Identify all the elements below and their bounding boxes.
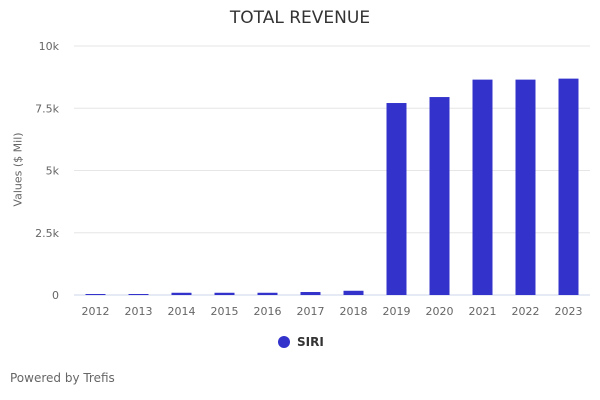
bar-2023 [558,78,579,295]
x-tick-label: 2019 [383,305,411,318]
y-tick-label: 5k [46,165,60,178]
x-tick-label: 2022 [512,305,540,318]
bar-2018 [343,290,364,295]
x-tick-label: 2017 [297,305,325,318]
bar-2021 [472,79,493,296]
legend-label: SIRI [297,335,324,349]
bar-2019 [386,103,407,295]
y-tick-label: 10k [39,40,60,53]
x-tick-label: 2018 [340,305,368,318]
bar-2022 [515,79,536,296]
bar-2017 [300,292,321,295]
chart-title: TOTAL REVENUE [229,8,371,28]
y-tick-label: 0 [52,289,59,302]
x-tick-label: 2015 [211,305,239,318]
credit-text: Powered by Trefis [10,371,115,385]
bar-chart: 0 2.5k 5k 7.5k 10k 2012 2013 2014 2015 2016 2017 20… [35,40,590,318]
x-tick-label: 2012 [82,305,110,318]
legend-dot-icon [278,336,290,348]
x-tick-label: 2021 [469,305,497,318]
bar-2012 [85,294,106,296]
x-tick-label: 2014 [168,305,196,318]
bar-2016 [257,292,278,295]
x-tick-label: 2020 [426,305,454,318]
y-tick-label: 7.5k [35,102,59,115]
x-tick-label: 2016 [254,305,282,318]
legend[interactable]: SIRI [278,335,324,349]
bar-2020 [429,97,450,295]
bar-2014 [171,292,192,295]
x-tick-label: 2023 [555,305,583,318]
x-tick-label: 2013 [125,305,153,318]
bar-2013 [128,294,149,296]
bar-2015 [214,292,235,295]
y-tick-label: 2.5k [35,227,59,240]
